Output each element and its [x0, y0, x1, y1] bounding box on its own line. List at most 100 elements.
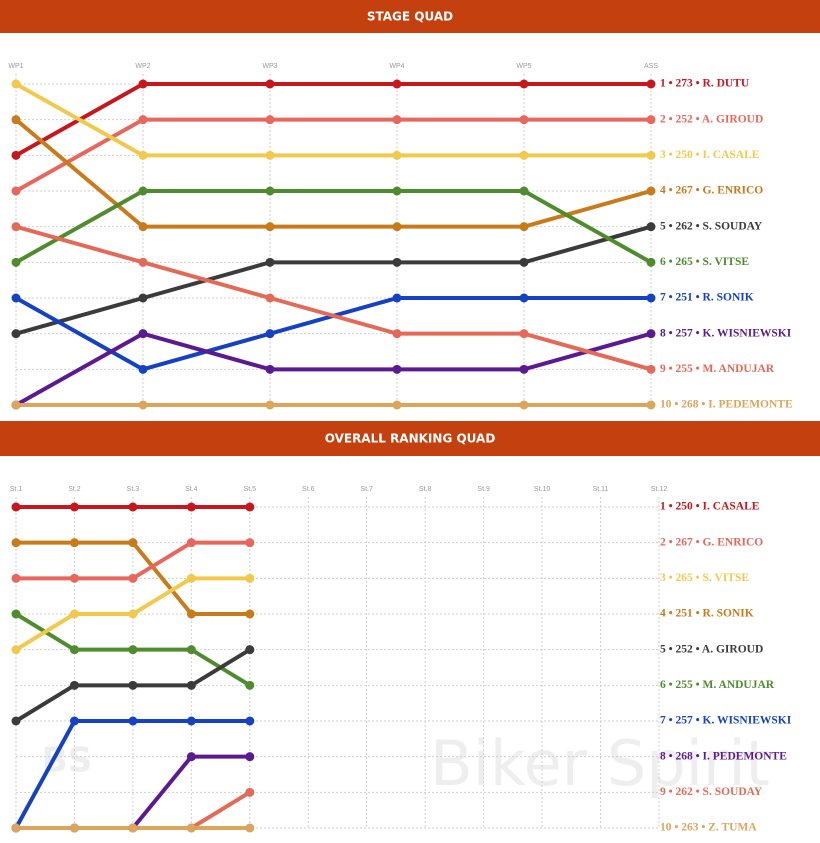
rank-point: [11, 573, 21, 583]
chart-title: STAGE QUAD: [367, 10, 453, 24]
watermark: Biker Spirit: [430, 727, 770, 800]
rank-point: [138, 329, 148, 339]
rank-point: [245, 823, 255, 833]
rank-point: [646, 364, 656, 374]
rank-point: [519, 400, 529, 410]
rank-label: 8 • 257 • K. WISNIEWSKI: [660, 327, 792, 339]
rank-label: 5 • 262 • S. SOUDAY: [660, 220, 763, 232]
rank-label: 3 • 265 • S. VITSE: [660, 572, 749, 584]
rank-point: [392, 400, 402, 410]
rank-point: [69, 823, 79, 833]
rank-point: [265, 186, 275, 196]
rank-point: [11, 716, 21, 726]
rank-point: [519, 257, 529, 267]
rank-point: [519, 329, 529, 339]
rank-point: [11, 645, 21, 655]
rank-point: [392, 79, 402, 89]
rank-point: [69, 645, 79, 655]
rank-line: [15, 224, 652, 372]
rank-point: [519, 186, 529, 196]
rank-point: [265, 222, 275, 232]
rank-point: [245, 538, 255, 548]
rank-point: [245, 752, 255, 762]
rank-point: [519, 364, 529, 374]
rank-point: [69, 680, 79, 690]
rank-point: [245, 609, 255, 619]
x-tick-label: St.4: [185, 486, 198, 493]
x-tick-label: WP5: [516, 63, 531, 70]
rank-point: [186, 823, 196, 833]
rank-point: [11, 823, 21, 833]
rank-line: [15, 117, 651, 193]
rank-point: [69, 502, 79, 512]
rank-label: 2 • 252 • A. GIROUD: [660, 113, 763, 125]
rank-point: [128, 823, 138, 833]
rank-label: 7 • 251 • R. SONIK: [660, 292, 754, 304]
rank-point: [646, 400, 656, 410]
rank-point: [646, 115, 656, 125]
rank-point: [392, 293, 402, 303]
rank-label: 1 • 250 • I. CASALE: [660, 501, 760, 513]
rank-line: [15, 82, 651, 158]
rank-point: [138, 257, 148, 267]
rank-point: [11, 79, 21, 89]
rank-point: [646, 79, 656, 89]
rank-point: [138, 293, 148, 303]
rank-point: [186, 716, 196, 726]
rank-point: [392, 222, 402, 232]
rank-point: [265, 115, 275, 125]
x-tick-label: St.11: [593, 486, 609, 493]
rank-point: [138, 150, 148, 160]
rank-point: [128, 502, 138, 512]
rank-line: [15, 224, 652, 336]
rank-label: 8 • 268 • I. PEDEMONTE: [660, 750, 787, 762]
rank-point: [646, 186, 656, 196]
rank-point: [11, 257, 21, 267]
rank-point: [392, 257, 402, 267]
x-tick-label: St.1: [10, 486, 23, 493]
rank-point: [11, 115, 21, 125]
rank-point: [265, 150, 275, 160]
rank-line: [15, 331, 652, 407]
rank-point: [519, 293, 529, 303]
rank-point: [186, 680, 196, 690]
rank-point: [128, 716, 138, 726]
rank-label: 1 • 273 • R. DUTU: [660, 78, 750, 90]
rank-point: [265, 329, 275, 339]
rank-point: [392, 329, 402, 339]
x-tick-label: St.5: [244, 486, 257, 493]
rank-point: [138, 186, 148, 196]
rank-label: 9 • 262 • S. SOUDAY: [660, 786, 763, 798]
x-tick-label: WP4: [389, 63, 404, 70]
x-tick-label: St.9: [477, 486, 490, 493]
rank-point: [11, 222, 21, 232]
rank-point: [186, 645, 196, 655]
rank-point: [11, 538, 21, 548]
x-tick-label: St.10: [534, 486, 550, 493]
rank-point: [519, 79, 529, 89]
rank-point: [11, 150, 21, 160]
rank-line: [14, 118, 652, 229]
rank-point: [392, 150, 402, 160]
rank-point: [69, 716, 79, 726]
rank-point: [646, 329, 656, 339]
logo: BS: [42, 741, 92, 781]
rank-point: [265, 364, 275, 374]
rank-point: [186, 538, 196, 548]
rank-point: [392, 186, 402, 196]
rank-point: [11, 400, 21, 410]
rank-point: [519, 115, 529, 125]
rank-point: [138, 400, 148, 410]
rank-point: [186, 752, 196, 762]
rank-label: 6 • 265 • S. VITSE: [660, 256, 749, 268]
header-bar: [0, 0, 820, 33]
rank-line: [15, 82, 651, 158]
x-tick-label: St.12: [651, 486, 667, 493]
rank-point: [128, 680, 138, 690]
x-tick-label: St.7: [361, 486, 374, 493]
rank-label: 3 • 250 • I. CASALE: [660, 149, 760, 161]
rank-point: [265, 79, 275, 89]
rank-label: 2 • 267 • G. ENRICO: [660, 536, 763, 548]
rank-point: [11, 186, 21, 196]
rank-point: [245, 502, 255, 512]
